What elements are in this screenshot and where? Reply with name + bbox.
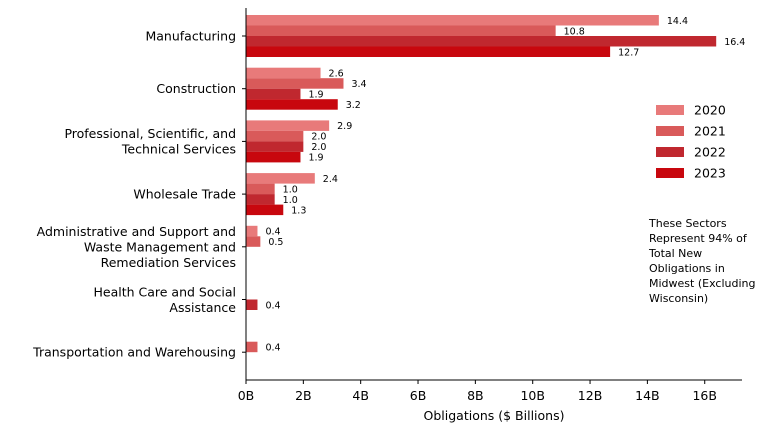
data-label-2021-cat1: 3.4 <box>351 79 366 90</box>
data-label-2022-cat1: 1.9 <box>308 89 323 100</box>
legend-swatch-2023 <box>656 168 684 178</box>
bar-2020-cat0 <box>246 15 659 26</box>
data-label-2022-cat3: 1.0 <box>283 195 298 206</box>
annotation-line-2: Total New <box>648 247 702 260</box>
data-label-2022-cat5: 0.4 <box>265 300 280 311</box>
data-label-2021-cat4: 0.5 <box>268 237 283 248</box>
data-label-2021-cat0: 10.8 <box>564 26 585 37</box>
bar-2022-cat3 <box>246 194 275 205</box>
legend-swatch-2022 <box>656 147 684 157</box>
bar-2022-cat0 <box>246 36 717 47</box>
x-tick-label-2: 4B <box>352 388 369 403</box>
legend-swatch-2020 <box>656 105 684 115</box>
annotation-line-0: These Sectors <box>648 217 727 230</box>
x-tick-label-5: 10B <box>520 388 544 403</box>
data-label-2023-cat2: 1.9 <box>308 153 323 164</box>
data-label-2020-cat2: 2.9 <box>337 121 352 132</box>
bar-2020-cat3 <box>246 173 315 184</box>
data-label-2022-cat2: 2.0 <box>311 142 326 153</box>
legend-label-2023: 2023 <box>694 166 726 181</box>
category-label-5-line1: Assistance <box>169 300 236 315</box>
data-label-2023-cat3: 1.3 <box>291 205 306 216</box>
legend-label-2022: 2022 <box>694 145 726 160</box>
legend-label-2020: 2020 <box>694 103 726 118</box>
bar-2021-cat2 <box>246 130 304 142</box>
legend-label-2021: 2021 <box>694 124 726 139</box>
category-label-2-line1: Technical Services <box>121 142 236 157</box>
x-tick-label-7: 14B <box>635 388 659 403</box>
category-label-4-line0: Administrative and Support and <box>37 224 236 239</box>
annotation-line-1: Represent 94% of <box>649 232 748 245</box>
x-tick-label-8: 16B <box>692 388 716 403</box>
bar-2023-cat0 <box>246 46 611 57</box>
data-label-2023-cat1: 3.2 <box>346 100 361 111</box>
annotation-line-3: Obligations in <box>649 262 725 275</box>
category-label-4-line1: Waste Management and <box>84 239 236 254</box>
category-label-3-line0: Wholesale Trade <box>133 187 236 202</box>
data-label-2021-cat2: 2.0 <box>311 132 326 143</box>
legend-swatch-2021 <box>656 126 684 136</box>
data-label-2023-cat0: 12.7 <box>618 47 639 58</box>
bar-2022-cat1 <box>246 88 301 100</box>
data-label-2020-cat4: 0.4 <box>265 227 280 238</box>
category-label-4-line2: Remediation Services <box>101 255 236 270</box>
bar-2022-cat2 <box>246 141 304 152</box>
category-label-1-line0: Construction <box>156 81 236 96</box>
x-tick-label-6: 12B <box>578 388 602 403</box>
category-label-2-line0: Professional, Scientific, and <box>64 126 236 141</box>
x-tick-label-0: 0B <box>238 388 255 403</box>
data-label-2021-cat3: 1.0 <box>283 184 298 195</box>
bar-2021-cat4 <box>246 236 261 247</box>
x-tick-label-4: 8B <box>467 388 484 403</box>
category-label-6-line0: Transportation and Warehousing <box>32 345 236 360</box>
bar-2021-cat1 <box>246 78 344 89</box>
data-label-2021-cat6: 0.4 <box>265 342 280 353</box>
bar-2020-cat2 <box>246 120 330 131</box>
data-label-2020-cat0: 14.4 <box>667 16 688 27</box>
data-label-2020-cat3: 2.4 <box>323 174 338 185</box>
bar-2020-cat1 <box>246 67 321 79</box>
x-tick-label-3: 6B <box>410 388 427 403</box>
bar-2023-cat3 <box>246 204 284 216</box>
category-label-0-line0: Manufacturing <box>145 29 236 44</box>
annotation-line-4: Midwest (Excluding <box>649 277 755 290</box>
bar-2020-cat4 <box>246 225 258 237</box>
x-axis-title: Obligations ($ Billions) <box>424 408 565 423</box>
annotation-line-5: Wisconsin) <box>649 292 708 305</box>
bar-2022-cat5 <box>246 299 258 310</box>
bar-2021-cat6 <box>246 341 258 353</box>
bar-2023-cat2 <box>246 151 301 163</box>
data-label-2020-cat1: 2.6 <box>329 68 344 79</box>
bar-2021-cat0 <box>246 25 556 36</box>
x-tick-label-1: 2B <box>295 388 312 403</box>
bar-2023-cat1 <box>246 99 338 110</box>
data-label-2022-cat0: 16.4 <box>724 37 745 48</box>
category-label-5-line0: Health Care and Social <box>94 284 237 299</box>
bar-2021-cat3 <box>246 183 275 195</box>
